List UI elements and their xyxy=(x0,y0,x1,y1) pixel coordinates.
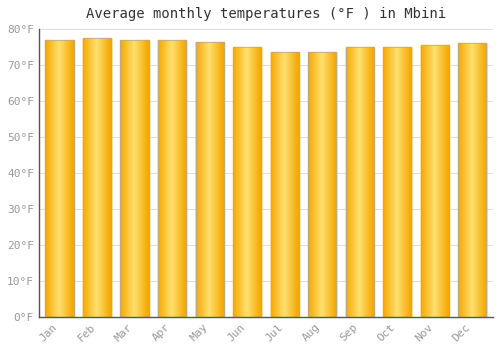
Bar xyxy=(83,38,111,317)
Title: Average monthly temperatures (°F ) in Mbini: Average monthly temperatures (°F ) in Mb… xyxy=(86,7,446,21)
Bar xyxy=(233,47,261,317)
Bar xyxy=(46,40,74,317)
Bar xyxy=(383,47,412,317)
Bar xyxy=(421,45,449,317)
Bar xyxy=(308,52,336,317)
Bar xyxy=(458,43,486,317)
Bar xyxy=(196,42,224,317)
Bar xyxy=(346,47,374,317)
Bar xyxy=(270,52,299,317)
Bar xyxy=(120,40,148,317)
Bar xyxy=(158,40,186,317)
